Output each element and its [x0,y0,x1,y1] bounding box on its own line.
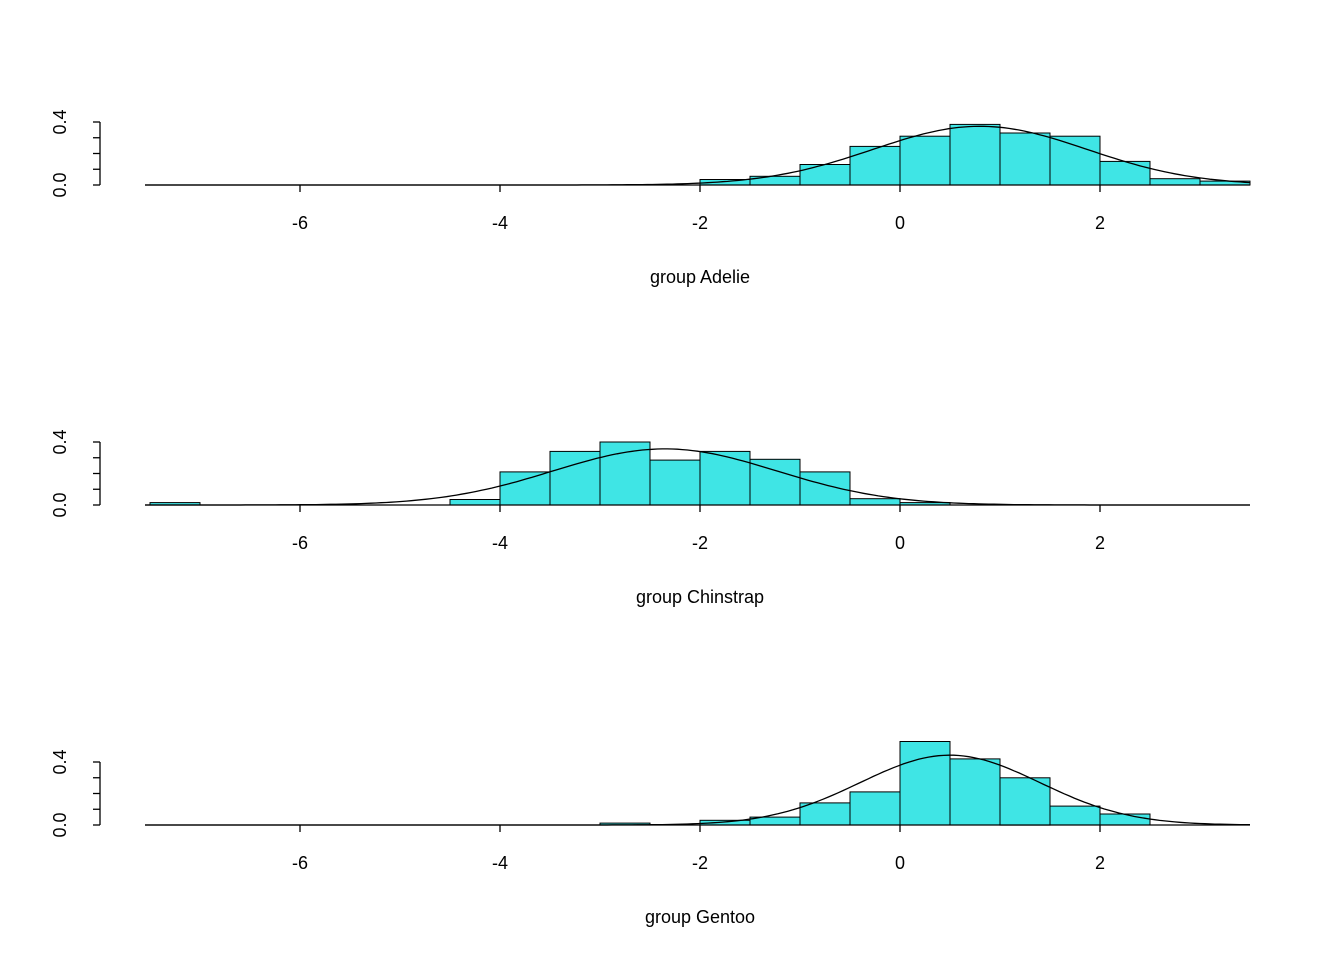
svg-text:0: 0 [895,533,905,553]
svg-text:-6: -6 [292,213,308,233]
svg-text:2: 2 [1095,533,1105,553]
adelie-plot-title: group Adelie [649,267,751,287]
histogram-panel-adelie: -6 -4 -2 0 2 0.0 0.4 group Adelie [0,0,1344,320]
chinstrap-histogram-plot: -6 -4 -2 0 2 0.0 0.4 [50,429,1250,553]
svg-text:2: 2 [1095,853,1105,873]
svg-text:2: 2 [1095,213,1105,233]
svg-text:-4: -4 [492,213,508,233]
gentoo-plot-title: group Gentoo [644,907,756,927]
svg-text:0.0: 0.0 [50,492,70,517]
svg-text:-6: -6 [292,533,308,553]
svg-text:-2: -2 [692,213,708,233]
svg-text:-6: -6 [292,853,308,873]
svg-text:-4: -4 [492,853,508,873]
histogram-panel-gentoo: -6 -4 -2 0 2 0.0 0.4 group Gentoo [0,640,1344,960]
svg-text:0.0: 0.0 [50,172,70,197]
svg-text:0: 0 [895,853,905,873]
svg-text:0.0: 0.0 [50,812,70,837]
adelie-histogram-plot: -6 -4 -2 0 2 0.0 0.4 [50,109,1251,233]
chinstrap-plot-title: group Chinstrap [635,587,765,607]
svg-text:0: 0 [895,213,905,233]
svg-text:-2: -2 [692,533,708,553]
svg-text:-4: -4 [492,533,508,553]
svg-text:0.4: 0.4 [50,429,70,454]
histogram-panel-chinstrap: -6 -4 -2 0 2 0.0 0.4 group Chinstrap [0,320,1344,640]
svg-text:-2: -2 [692,853,708,873]
gentoo-histogram-plot: -6 -4 -2 0 2 0.0 0.4 [50,741,1250,873]
svg-text:0.4: 0.4 [50,749,70,774]
svg-text:0.4: 0.4 [50,109,70,134]
